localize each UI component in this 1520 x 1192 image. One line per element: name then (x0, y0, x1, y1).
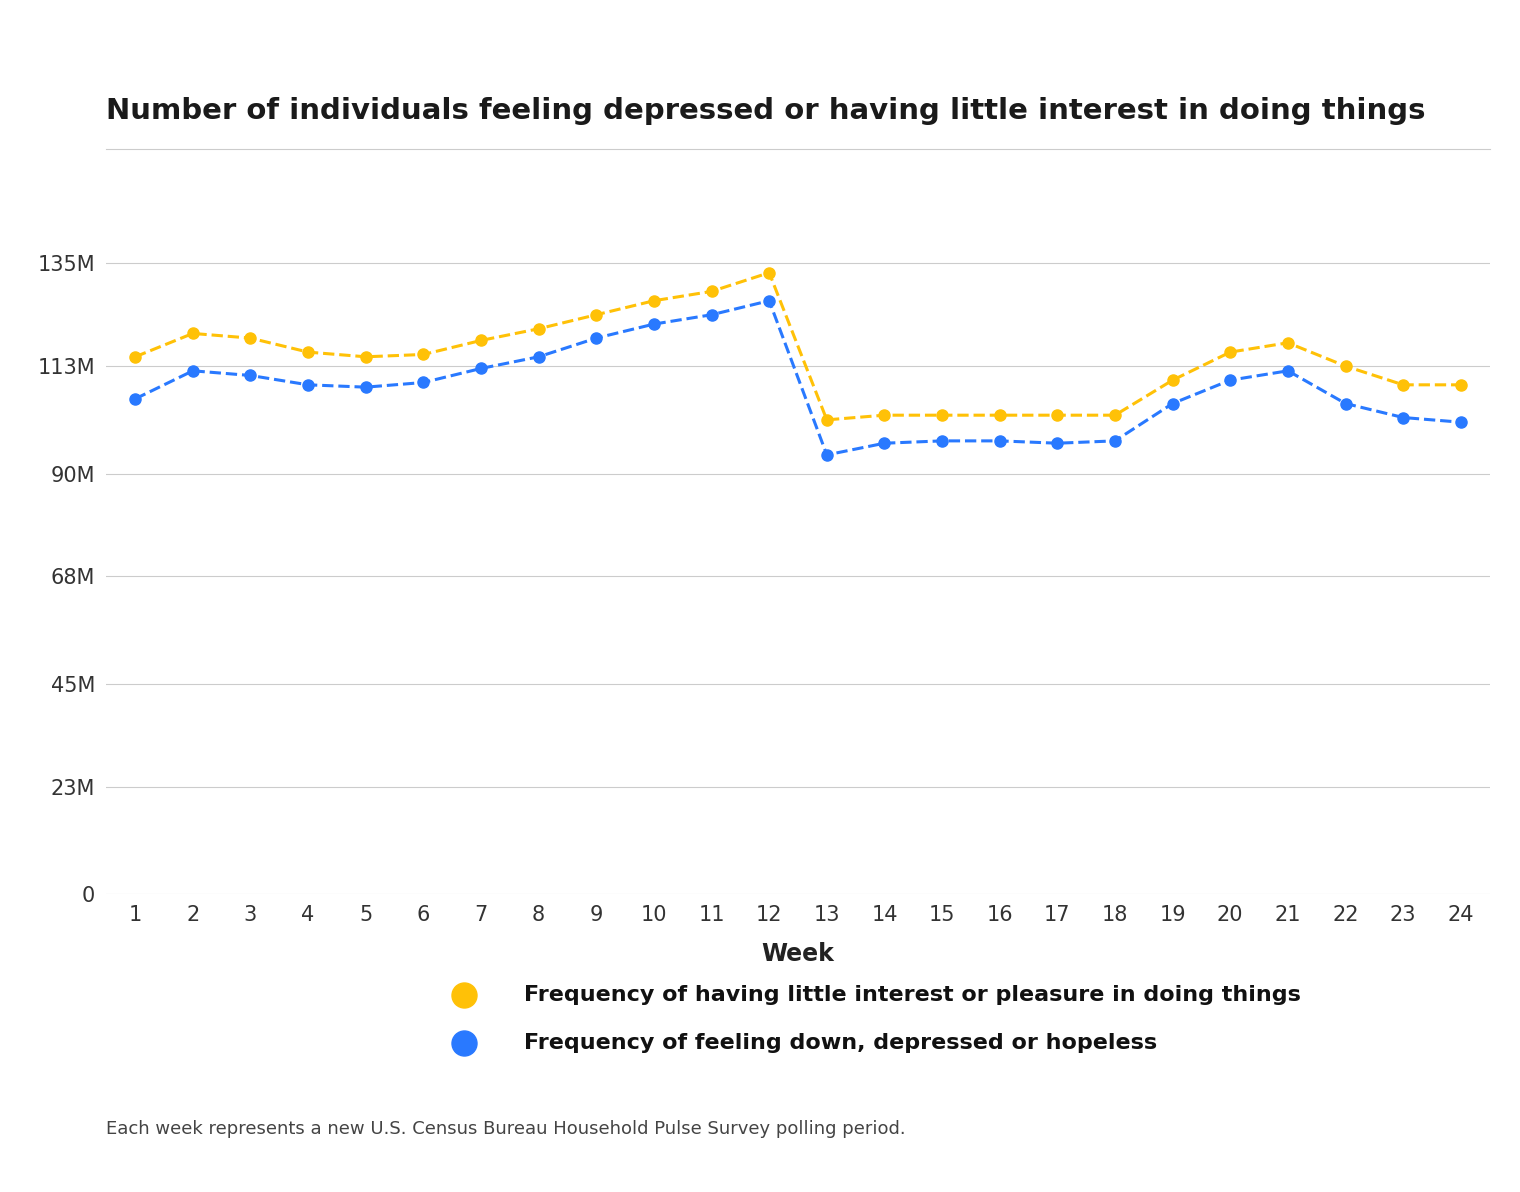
Text: Each week represents a new U.S. Census Bureau Household Pulse Survey polling per: Each week represents a new U.S. Census B… (106, 1120, 906, 1138)
X-axis label: Week: Week (762, 942, 834, 966)
Text: Frequency of feeling down, depressed or hopeless: Frequency of feeling down, depressed or … (524, 1033, 1158, 1053)
Text: Frequency of having little interest or pleasure in doing things: Frequency of having little interest or p… (524, 986, 1301, 1005)
Text: Number of individuals feeling depressed or having little interest in doing thing: Number of individuals feeling depressed … (106, 98, 1426, 125)
